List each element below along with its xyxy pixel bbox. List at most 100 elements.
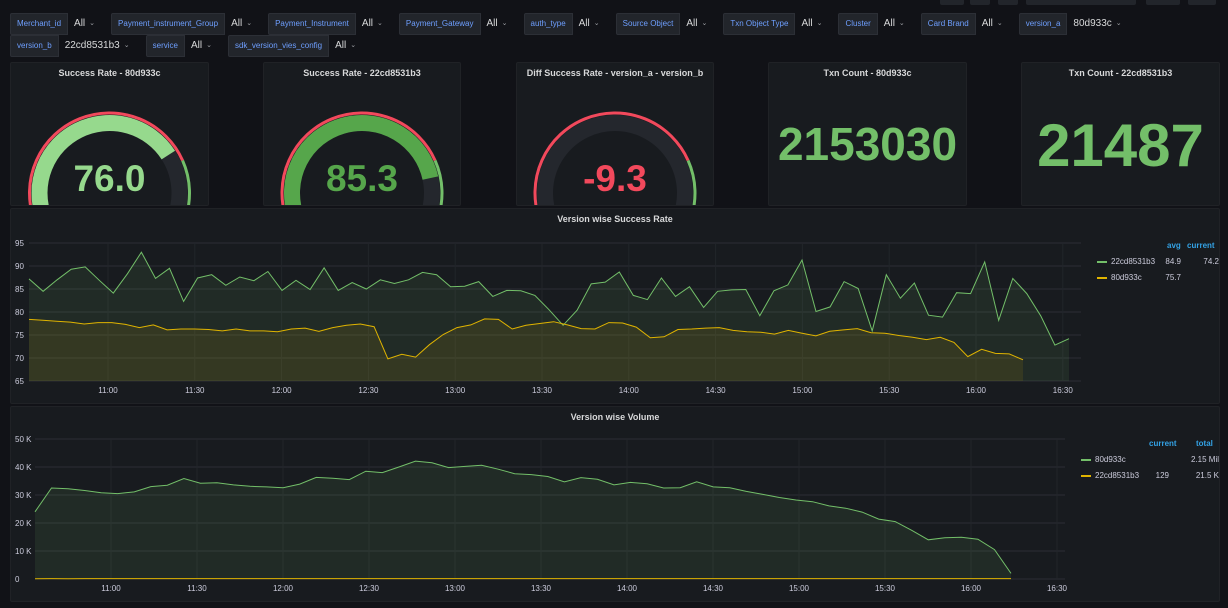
variables-row-1: Merchant_id All ⌄ Payment_instrument_Group A…	[10, 13, 1220, 35]
variable-select[interactable]: All ⌄	[878, 14, 911, 34]
y-tick-label: 65	[15, 377, 24, 386]
success-rate-b-panel[interactable]: Success Rate - 22cd8531b3 85.3	[263, 62, 461, 206]
variable-select[interactable]: All ⌄	[680, 14, 713, 34]
x-tick-label: 13:30	[532, 386, 553, 395]
y-tick-label: 10 K	[15, 547, 32, 556]
variable-select[interactable]: 80d933c ⌄	[1067, 14, 1127, 34]
variable-value: All	[335, 40, 347, 51]
chevron-down-icon: ⌄	[1115, 20, 1122, 27]
chevron-down-icon: ⌄	[123, 42, 130, 49]
view-mode-button[interactable]	[1188, 0, 1216, 5]
panel-title: Txn Count - 80d933c	[823, 68, 912, 78]
chart-legend: current total 80d933c 2.15 Mil 22cd8531b3 129…	[1077, 439, 1219, 499]
variable-value: All	[578, 18, 590, 29]
legend-swatch	[1097, 277, 1107, 279]
variable-value: All	[801, 18, 813, 29]
legend-item[interactable]: 80d933c 75.7	[1093, 271, 1219, 285]
variable-select[interactable]: 22cd8531b3 ⌄	[59, 36, 136, 56]
y-tick-label: 0	[15, 575, 20, 584]
txn-count-b-panel[interactable]: Txn Count - 22cd8531b3 21487	[1021, 62, 1220, 206]
diff-success-rate-panel[interactable]: Diff Success Rate - version_a - version_…	[516, 62, 714, 206]
threshold-green-arc	[433, 159, 444, 205]
threshold-red-arc	[28, 111, 184, 205]
y-tick-label: 70	[15, 354, 24, 363]
time-picker-button[interactable]	[1026, 0, 1136, 5]
chevron-down-icon: ⌄	[89, 20, 96, 27]
success-rate-a-panel[interactable]: Success Rate - 80d933c 76.0	[10, 62, 209, 206]
variable-select[interactable]: All ⌄	[329, 36, 362, 56]
success-rate-chart: 95 90 85 80 75 70 65 11:00 11:30 12:00 12:30 13:00 1…	[15, 239, 1081, 395]
variable-value: All	[231, 18, 243, 29]
variable-select[interactable]: All ⌄	[356, 14, 389, 34]
chevron-down-icon: ⌄	[593, 20, 600, 27]
variable-service: service All ⌄	[145, 35, 218, 57]
variable-select[interactable]: All ⌄	[795, 14, 828, 34]
toolbar-button[interactable]	[970, 0, 990, 5]
variable-value: All	[486, 18, 498, 29]
variable-payment-instrument-group: Payment_instrument_Group All ⌄	[111, 13, 258, 35]
legend-header: current	[1149, 439, 1177, 448]
success-rate-chart-panel[interactable]: Version wise Success Rate 95 90 85 80 75 70 65…	[10, 208, 1220, 404]
variable-value: All	[361, 18, 374, 29]
variable-label: Merchant_id	[10, 13, 69, 35]
y-tick-label: 40 K	[15, 463, 32, 472]
variable-select[interactable]: All ⌄	[185, 36, 218, 56]
variable-payment-gateway: Payment_Gateway All ⌄	[398, 13, 514, 35]
x-tick-label: 16:00	[961, 584, 982, 593]
volume-chart: 50 K 40 K 30 K 20 K 10 K 0 11:00 11:30 12:00 12:3…	[15, 435, 1068, 593]
toolbar-button[interactable]	[998, 0, 1018, 5]
series-area	[29, 252, 1069, 381]
chevron-down-icon: ⌄	[701, 20, 708, 27]
x-tick-label: 11:30	[187, 584, 207, 593]
legend-header: total	[1196, 439, 1213, 448]
variable-value: 80d933c	[1073, 18, 1112, 29]
variable-label: Card Brand	[920, 13, 976, 35]
txn-count-value: 2153030	[777, 118, 958, 170]
variable-label: Payment_Instrument	[268, 13, 356, 35]
series-line	[34, 460, 1012, 574]
panel-title: Txn Count - 22cd8531b3	[1068, 68, 1173, 78]
legend-item[interactable]: 22cd8531b3 84.9 74.2	[1093, 255, 1219, 269]
legend-item[interactable]: 80d933c 2.15 Mil	[1077, 453, 1219, 467]
variable-select[interactable]: All ⌄	[976, 14, 1009, 34]
legend-total-value: 2.15 Mil	[1190, 455, 1219, 464]
legend-header: avg	[1167, 241, 1181, 250]
variable-label: Cluster	[838, 13, 878, 35]
variable-label: sdk_version_vies_config	[227, 35, 330, 57]
variable-cluster: Cluster All ⌄	[838, 13, 911, 35]
variable-card-brand: Card Brand All ⌄	[920, 13, 1009, 35]
variable-select[interactable]: All ⌄	[225, 14, 258, 34]
gauge-value: 76.0	[73, 158, 146, 199]
variable-select[interactable]: All ⌄	[68, 14, 101, 34]
y-tick-label: 30 K	[15, 491, 32, 500]
y-tick-label: 90	[15, 262, 24, 271]
variable-select[interactable]: All ⌄	[481, 14, 514, 34]
y-tick-label: 80	[15, 308, 24, 317]
legend-item[interactable]: 22cd8531b3 129 21.5 K	[1077, 469, 1219, 483]
chevron-down-icon: ⌄	[996, 20, 1003, 27]
variable-select[interactable]: All ⌄	[573, 14, 606, 34]
chevron-down-icon: ⌄	[816, 20, 823, 27]
x-tick-label: 14:30	[703, 584, 724, 593]
gauge-value-arc	[284, 115, 439, 205]
refresh-button[interactable]	[1146, 0, 1180, 5]
legend-avg-value: 84.9	[1165, 257, 1181, 266]
legend-series-name: 22cd8531b3	[1095, 471, 1140, 480]
variable-version-a: version_a 80d933c ⌄	[1018, 13, 1128, 35]
top-toolbar-strip	[0, 0, 1228, 8]
y-tick-label: 75	[15, 331, 24, 340]
panel-title: Success Rate - 80d933c	[58, 68, 161, 78]
toolbar-button[interactable]	[940, 0, 964, 5]
chevron-down-icon: ⌄	[246, 20, 253, 27]
variable-value: All	[686, 18, 698, 29]
variable-txn-object-type: Txn Object Type All ⌄	[723, 13, 828, 35]
txn-count-a-panel[interactable]: Txn Count - 80d933c 2153030	[768, 62, 967, 206]
panel-title: Version wise Success Rate	[557, 214, 673, 224]
x-tick-label: 16:30	[1053, 386, 1074, 395]
variable-label: service	[145, 35, 185, 57]
legend-series-name: 22cd8531b3	[1111, 257, 1156, 266]
variable-label: auth_type	[523, 13, 573, 35]
legend-header: current	[1187, 241, 1215, 250]
volume-chart-panel[interactable]: Version wise Volume 50 K 40 K 30 K 20 K 10 K…	[10, 406, 1220, 602]
legend-swatch	[1081, 475, 1091, 477]
